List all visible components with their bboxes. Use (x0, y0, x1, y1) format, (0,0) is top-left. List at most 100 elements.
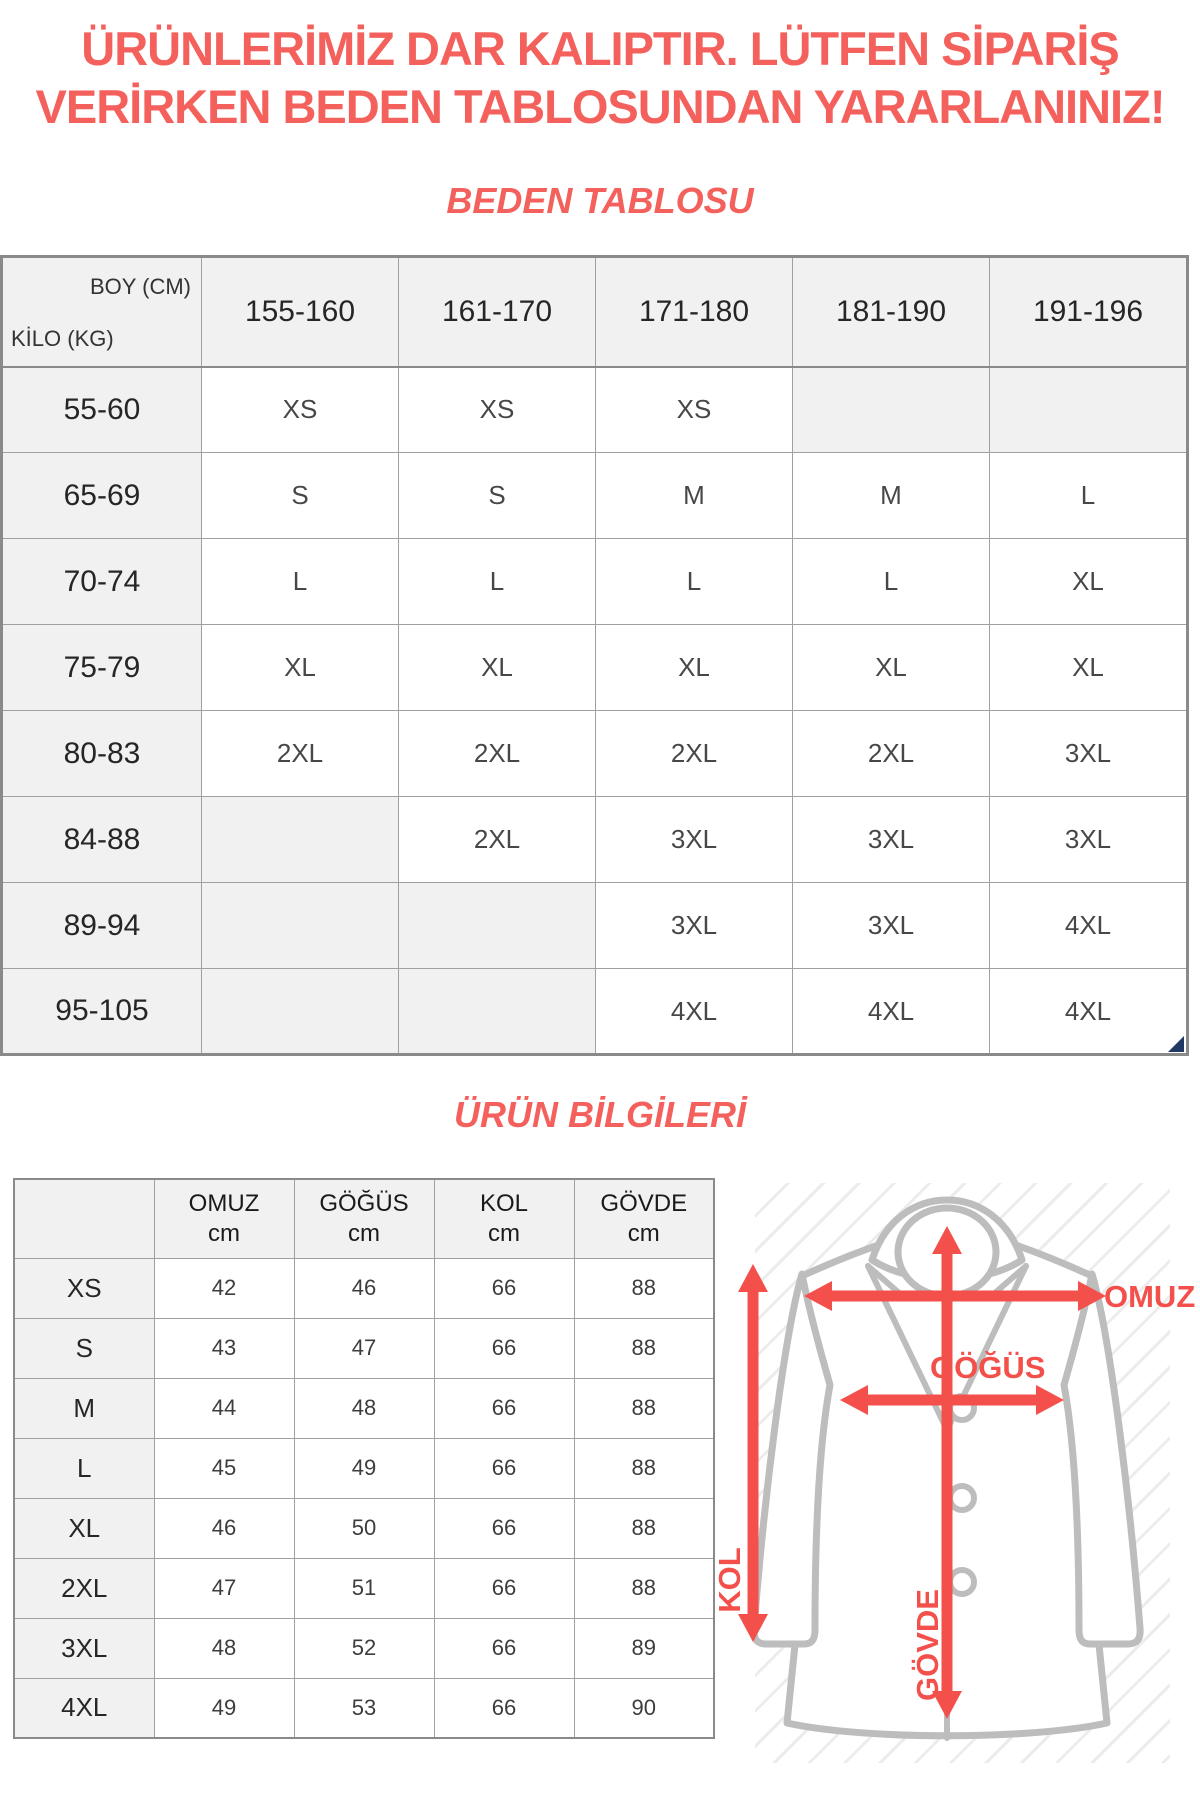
size-cell: L (201, 538, 399, 625)
measurement-value: 88 (573, 1557, 715, 1619)
size-cell: 3XL (989, 796, 1188, 883)
jacket-right-sleeve (1060, 1270, 1144, 1648)
size-table-row: 84-88 2XL 3XL 3XL 3XL (1, 796, 1188, 883)
measurement-value: 47 (153, 1557, 295, 1619)
measurement-value: 66 (433, 1617, 575, 1679)
size-cell: L (595, 538, 793, 625)
warning-line-1: ÜRÜNLERİMİZ DAR KALIPTIR. LÜTFEN SİPARİŞ (81, 22, 1120, 75)
jacket-lapel-notch-right (993, 1263, 1029, 1295)
size-cell: 3XL (989, 710, 1188, 797)
measurement-table-corner-cell (13, 1178, 155, 1259)
size-cell: XS (201, 366, 399, 453)
measurement-unit: cm (208, 1219, 240, 1247)
measurement-value: 49 (293, 1437, 435, 1499)
measurement-col-header: KOL cm (433, 1178, 575, 1259)
warning-line-2: VERİRKEN BEDEN TABLOSUNDAN YARARLANINIZ! (35, 80, 1166, 133)
size-table-row: 55-60 XS XS XS (1, 366, 1188, 453)
measurement-table: OMUZ cm GÖĞÜS cm KOL cm GÖVDE cm XS 42 46 66 88 S 43 4… (13, 1178, 715, 1739)
measurement-value: 50 (293, 1497, 435, 1559)
measurement-value: 48 (293, 1377, 435, 1439)
size-name-label: XL (13, 1497, 155, 1559)
measurement-value: 46 (293, 1257, 435, 1319)
size-cell (201, 796, 399, 883)
measurement-row: XL 46 50 66 88 (13, 1497, 715, 1559)
size-cell: 2XL (792, 710, 990, 797)
measurement-unit: cm (488, 1219, 520, 1247)
measurement-value: 66 (433, 1257, 575, 1319)
size-table-col-header: 191-196 (989, 256, 1188, 368)
size-cell (792, 366, 990, 453)
size-table: BOY (CM) KİLO (KG) 155-160 161-170 171-180… (0, 255, 1189, 1056)
measurement-value: 66 (433, 1557, 575, 1619)
product-info-title: ÜRÜN BİLGİLERİ (454, 1094, 746, 1135)
measurement-value: 52 (293, 1617, 435, 1679)
size-table-row: 75-79 XL XL XL XL XL (1, 624, 1188, 711)
measurement-value: 44 (153, 1377, 295, 1439)
govde-measure-label: GÖVDE (910, 1589, 945, 1701)
size-cell: 3XL (792, 882, 990, 969)
size-cell: XL (792, 624, 990, 711)
size-cell: M (792, 452, 990, 539)
measurement-value: 51 (293, 1557, 435, 1619)
measurement-name: KOL (479, 1189, 529, 1217)
jacket-lapel-notch-left (865, 1263, 901, 1295)
weight-range-label: 80-83 (1, 710, 202, 797)
size-table-header-row: BOY (CM) KİLO (KG) 155-160 161-170 171-180… (1, 256, 1188, 368)
measurement-row: 4XL 49 53 66 90 (13, 1677, 715, 1739)
measurement-row: M 44 48 66 88 (13, 1377, 715, 1439)
size-table-row: 95-105 4XL 4XL 4XL (1, 968, 1188, 1055)
size-cell (201, 968, 399, 1055)
weight-range-label: 65-69 (1, 452, 202, 539)
size-cell: S (201, 452, 399, 539)
size-name-label: M (13, 1377, 155, 1439)
weight-range-label: 89-94 (1, 882, 202, 969)
size-cell: 4XL (989, 882, 1188, 969)
size-cell: 4XL (792, 968, 990, 1055)
weight-range-label: 95-105 (1, 968, 202, 1055)
size-cell: L (989, 452, 1188, 539)
size-table-col-header: 181-190 (792, 256, 990, 368)
kol-measure-label: KOL (712, 1547, 747, 1613)
measurement-value: 48 (153, 1617, 295, 1679)
weight-range-label: 84-88 (1, 796, 202, 883)
measurement-col-header: GÖĞÜS cm (293, 1178, 435, 1259)
measurement-row: L 45 49 66 88 (13, 1437, 715, 1499)
size-cell: 2XL (398, 710, 596, 797)
measurement-value: 88 (573, 1497, 715, 1559)
size-table-col-header: 161-170 (398, 256, 596, 368)
measurement-value: 88 (573, 1317, 715, 1379)
measurement-value: 46 (153, 1497, 295, 1559)
weight-range-label: 70-74 (1, 538, 202, 625)
measurement-value: 66 (433, 1377, 575, 1439)
weight-range-label: 75-79 (1, 624, 202, 711)
size-name-label: 3XL (13, 1617, 155, 1679)
size-cell: 3XL (595, 882, 793, 969)
measurement-name: GÖĞÜS (319, 1189, 409, 1217)
measurement-value: 66 (433, 1317, 575, 1379)
size-cell: XL (989, 624, 1188, 711)
size-cell: 2XL (398, 796, 596, 883)
size-name-label: 4XL (13, 1677, 155, 1739)
omuz-measure-label: OMUZ (1104, 1279, 1196, 1314)
size-cell: XL (201, 624, 399, 711)
size-cell: S (398, 452, 596, 539)
height-axis-label: BOY (CM) (89, 274, 191, 299)
size-table-row: 80-83 2XL 2XL 2XL 2XL 3XL (1, 710, 1188, 797)
size-table-corner-cell: BOY (CM) KİLO (KG) (1, 256, 202, 368)
size-cell: 3XL (595, 796, 793, 883)
measurement-value: 89 (573, 1617, 715, 1679)
measurement-value: 43 (153, 1317, 295, 1379)
warning-text: ÜRÜNLERİMİZ DAR KALIPTIR. LÜTFEN SİPARİŞ… (0, 20, 1200, 136)
measurement-row: XS 42 46 66 88 (13, 1257, 715, 1319)
measurement-value: 66 (433, 1437, 575, 1499)
measurement-value: 47 (293, 1317, 435, 1379)
size-name-label: L (13, 1437, 155, 1499)
size-cell: XS (398, 366, 596, 453)
size-name-label: S (13, 1317, 155, 1379)
size-cell: XS (595, 366, 793, 453)
size-cell (201, 882, 399, 969)
size-cell: 3XL (792, 796, 990, 883)
size-table-col-header: 171-180 (595, 256, 793, 368)
size-cell: L (792, 538, 990, 625)
size-cell: 4XL (989, 968, 1188, 1055)
